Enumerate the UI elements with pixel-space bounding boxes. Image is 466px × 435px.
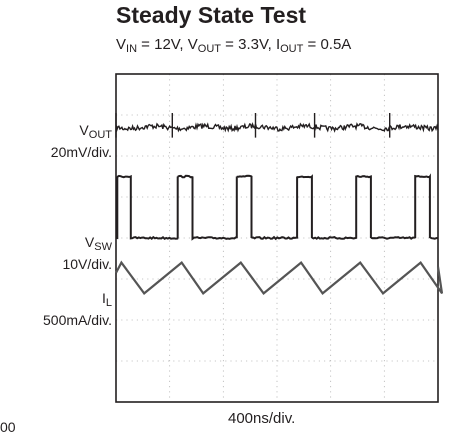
chart-subtitle: VIN = 12V, VOUT = 3.3V, IOUT = 0.5A [116, 36, 352, 55]
corner-text: 00 [0, 419, 16, 435]
chart-title: Steady State Test [116, 2, 307, 28]
il-trace [115, 260, 444, 296]
vsw-channel-label: VSW 10V/div. [62, 234, 112, 272]
vout-channel-label: VOUT 20mV/div. [50, 122, 112, 160]
il-channel-label: IL 500mA/div. [43, 290, 112, 328]
vout-trace [115, 113, 439, 138]
vsw-trace [115, 173, 439, 241]
x-axis-label: 400ns/div. [228, 410, 296, 427]
